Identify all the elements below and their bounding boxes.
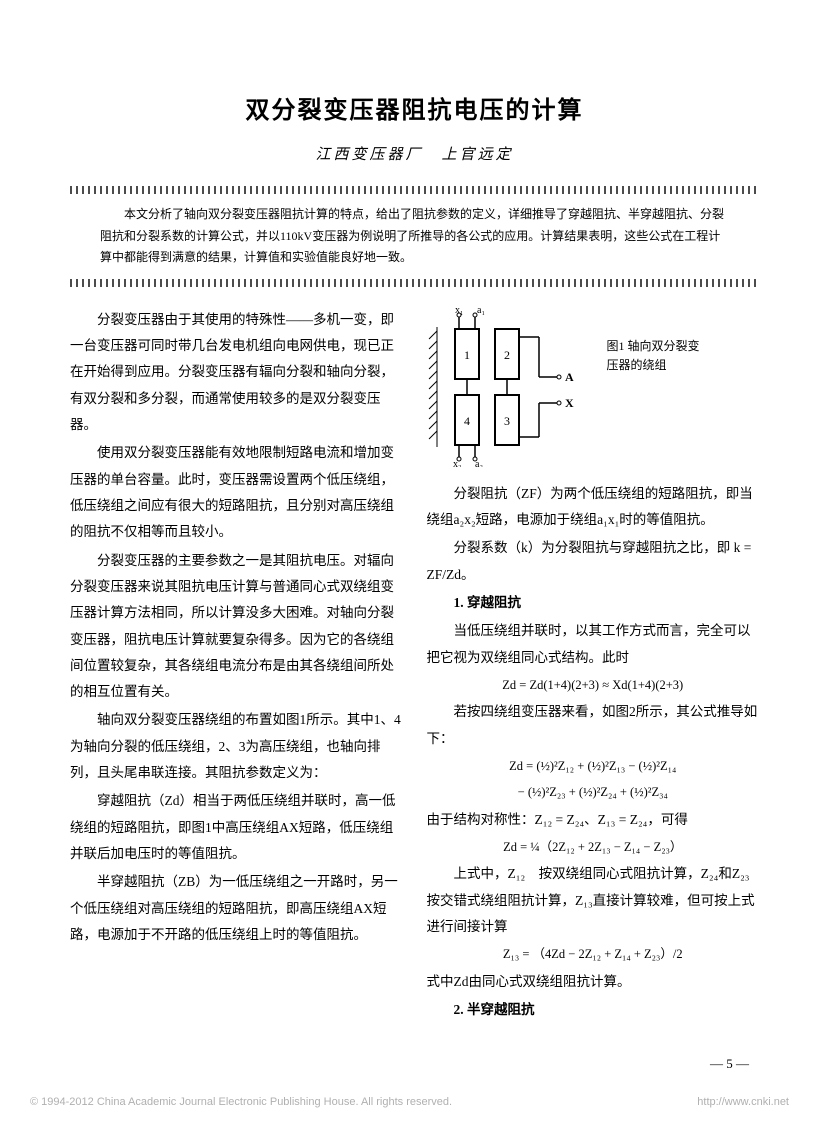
caption-line: 压器的绕组 [607, 356, 700, 375]
copyright-footer: © 1994-2012 China Academic Journal Elect… [30, 1096, 789, 1108]
winding-label-1: 1 [464, 348, 470, 362]
para: 由于结构对称性：Z₁₂ = Z₂₄、Z₁₃ = Z₂₄，可得 [427, 807, 760, 833]
section-heading: 2. 半穿越阻抗 [427, 997, 760, 1023]
para: 分裂阻抗（ZF）为两个低压绕组的短路阻抗，即当绕组a₂x₂短路，电源加于绕组a₁… [427, 481, 760, 534]
paper-title: 双分裂变压器阻抗电压的计算 [70, 90, 759, 125]
para: 分裂变压器由于其使用的特殊性——多机一变，即一台变压器可同时带几台发电机组向电网… [70, 307, 403, 439]
formula: Zd = ¼（2Z₁₂ + 2Z₁₃ − Z₁₄ − Z₂₃） [427, 835, 760, 859]
para: 分裂系数（k）为分裂阻抗与穿越阻抗之比，即 k = ZF/Zd。 [427, 535, 760, 588]
para: 若按四绕组变压器来看，如图2所示，其公式推导如下： [427, 699, 760, 752]
para: 穿越阻抗（Zd）相当于两低压绕组并联时，高一低绕组的短路阻抗，即图1中高压绕组A… [70, 788, 403, 867]
copyright-text: © 1994-2012 China Academic Journal Elect… [30, 1096, 452, 1108]
paper-author: 江西变压器厂 上官远定 [70, 143, 759, 164]
para: 式中Zd由同心式双绕组阻抗计算。 [427, 969, 760, 995]
abstract: 本文分析了轴向双分裂变压器阻抗计算的特点，给出了阻抗参数的定义，详细推导了穿越阻… [70, 204, 759, 269]
figure-1-caption: 图1 轴向双分裂变 压器的绕组 [607, 307, 700, 375]
label-a1: a₁ [477, 307, 485, 316]
formula: Zd = (½)²Z₁₂ + (½)²Z₁₃ − (½)²Z₁₄ [427, 754, 760, 778]
formula: Zd = Zd(1+4)(2+3) ≈ Xd(1+4)(2+3) [427, 673, 760, 697]
winding-label-3: 3 [504, 414, 510, 428]
para: 当低压绕组并联时，以其工作方式而言，完全可以把它视为双绕组同心式结构。此时 [427, 618, 760, 671]
label-X: X [565, 396, 574, 410]
label-x1: x₁ [455, 307, 464, 316]
winding-label-2: 2 [504, 348, 510, 362]
copyright-url: http://www.cnki.net [697, 1096, 789, 1108]
para: 半穿越阻抗（ZB）为一低压绕组之一开路时，另一个低压绕组对高压绕组的短路阻抗，即… [70, 869, 403, 948]
figure-1-diagram: 1 2 3 4 x₁ a₁ x₂ a₂ [427, 307, 597, 467]
section-heading: 1. 穿越阻抗 [427, 590, 760, 616]
para: 分裂变压器的主要参数之一是其阻抗电压。对辐向分裂变压器来说其阻抗电压计算与普通同… [70, 548, 403, 706]
caption-line: 图1 轴向双分裂变 [607, 337, 700, 356]
formula: − (½)²Z₂₃ + (½)²Z₂₄ + (½)²Z₃₄ [427, 780, 760, 804]
label-x2: x₂ [453, 459, 462, 467]
left-column: 分裂变压器由于其使用的特殊性——多机一变，即一台变压器可同时带几台发电机组向电网… [70, 307, 403, 1026]
bottom-divider [70, 279, 759, 287]
page-number: — 5 — [710, 1056, 749, 1072]
label-a2: a₂ [475, 459, 483, 467]
right-column: 1 2 3 4 x₁ a₁ x₂ a₂ [427, 307, 760, 1026]
top-divider [70, 186, 759, 194]
label-A: A [565, 370, 574, 384]
two-column-content: 分裂变压器由于其使用的特殊性——多机一变，即一台变压器可同时带几台发电机组向电网… [70, 307, 759, 1026]
para: 轴向双分裂变压器绕组的布置如图1所示。其中1、4为轴向分裂的低压绕组，2、3为高… [70, 707, 403, 786]
figure-1: 1 2 3 4 x₁ a₁ x₂ a₂ [427, 307, 760, 467]
formula: Z₁₃ = （4Zd − 2Z₁₂ + Z₁₄ + Z₂₃）/2 [427, 942, 760, 966]
para: 使用双分裂变压器能有效地限制短路电流和增加变压器的单台容量。此时，变压器需设置两… [70, 440, 403, 545]
winding-label-4: 4 [464, 414, 470, 428]
para: 上式中，Z₁₂ 按双绕组同心式阻抗计算，Z₂₄和Z₂₃ 按交错式绕组阻抗计算，Z… [427, 861, 760, 940]
